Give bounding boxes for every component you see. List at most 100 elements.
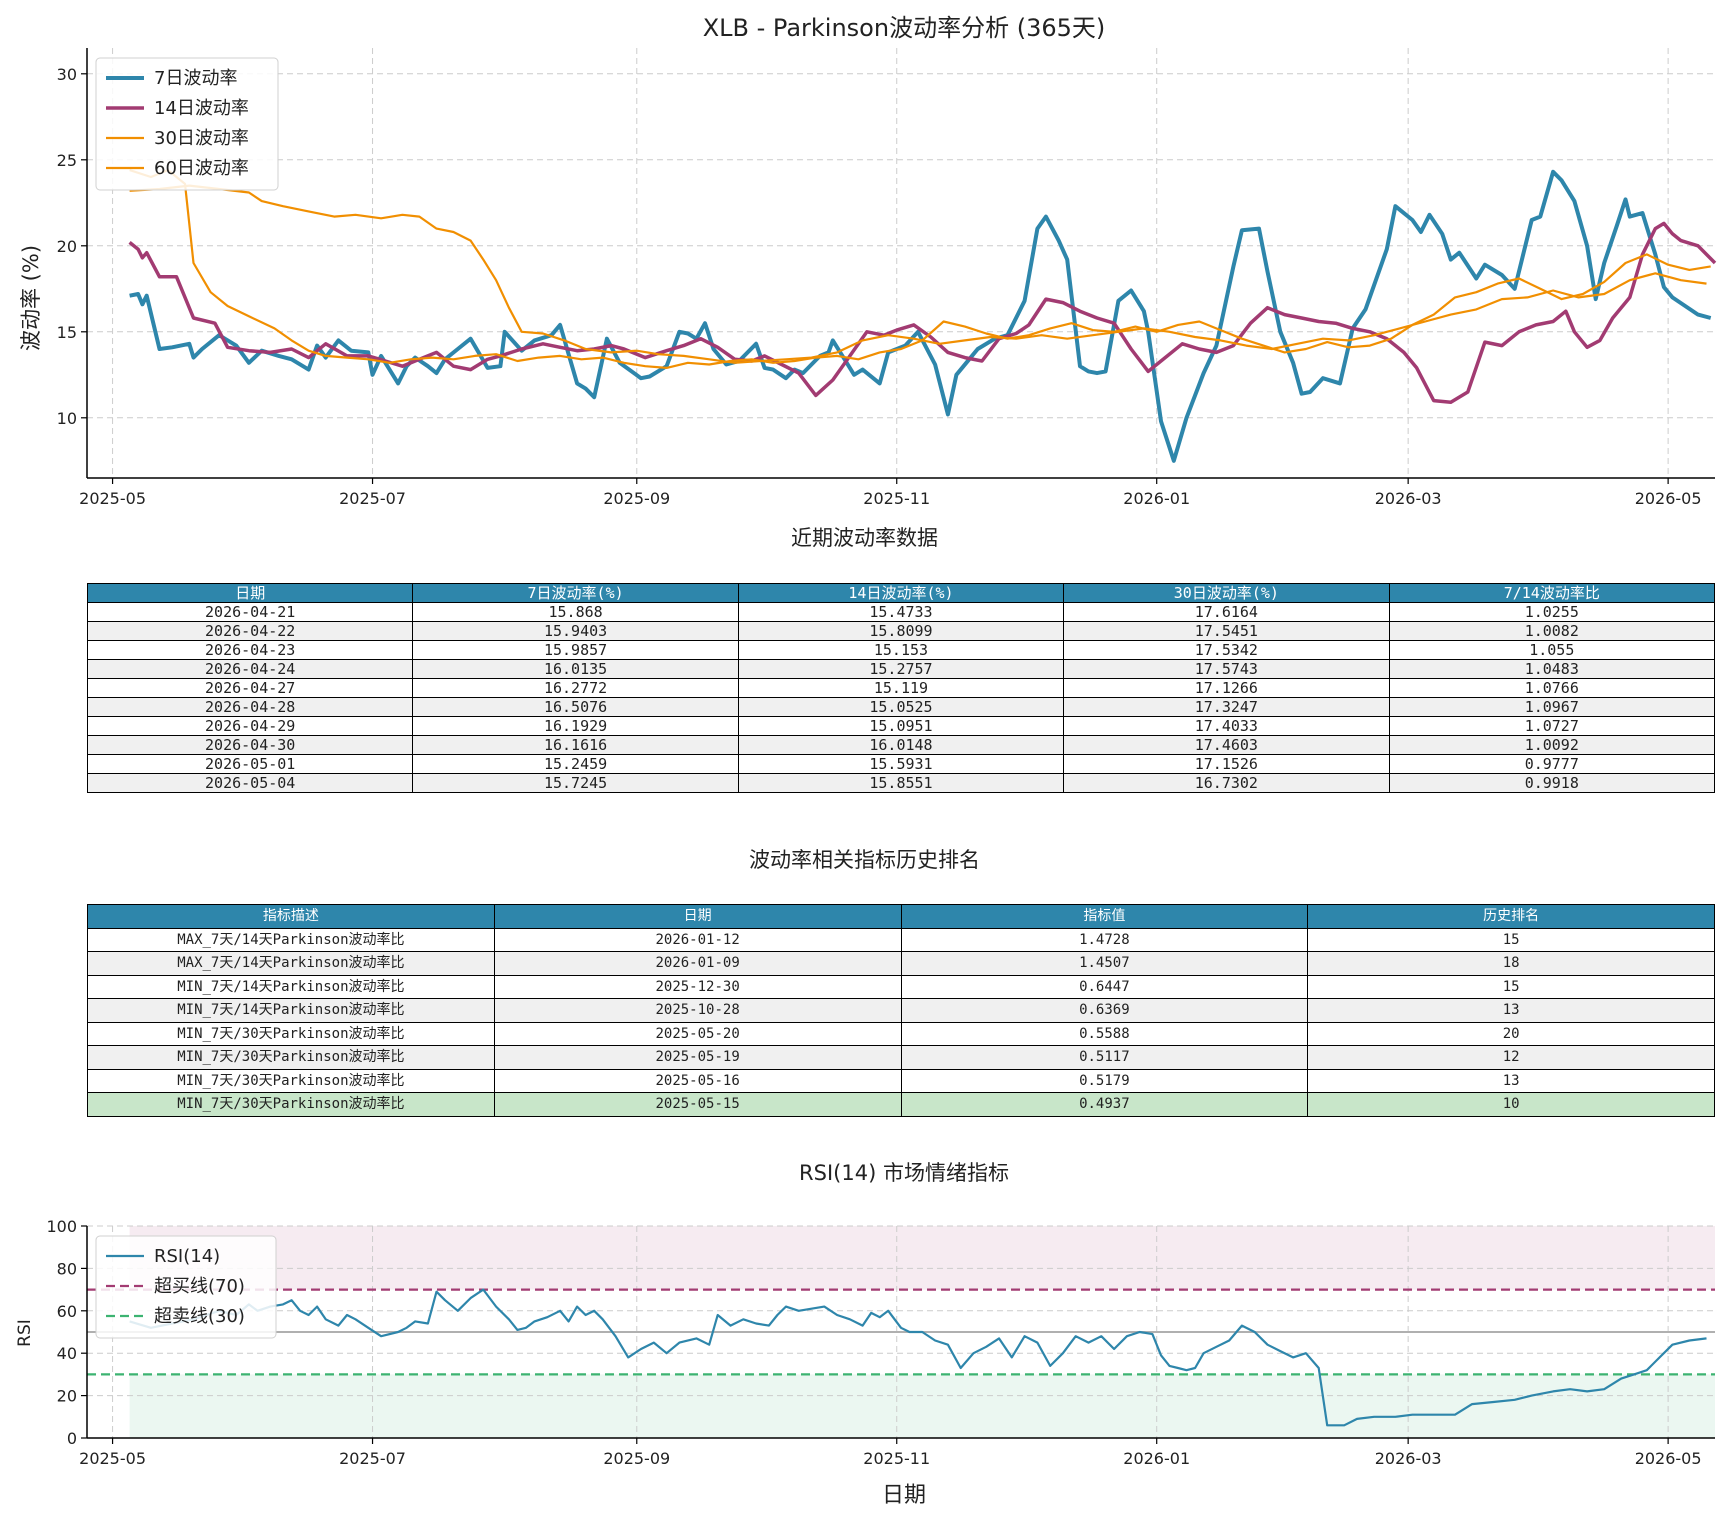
table-cell: 16.0148 bbox=[737, 735, 1065, 755]
recent-volatility-table: 日期 7日波动率(%) 14日波动率(%) 30日波动率(%) 7/14波动率比 202… bbox=[86, 583, 1716, 793]
table-cell: 2026-05-04 bbox=[86, 773, 414, 793]
x-tick-label: 2025-11 bbox=[863, 489, 930, 508]
x-tick-label: 2026-03 bbox=[1375, 1449, 1442, 1468]
table-cell: 15.5931 bbox=[737, 754, 1065, 774]
table-cell: 15.119 bbox=[737, 678, 1065, 698]
legend-label: 7日波动率 bbox=[154, 68, 237, 89]
table-cell: 2026-05-01 bbox=[86, 754, 414, 774]
legend-label: 超买线(70) bbox=[154, 1276, 245, 1297]
table-cell: 2025-05-20 bbox=[493, 1021, 902, 1046]
table-cell: 17.4603 bbox=[1063, 735, 1390, 755]
table-cell: 1.055 bbox=[1388, 640, 1716, 660]
table-cell: MIN_7天/14天Parkinson波动率比 bbox=[87, 974, 495, 999]
table-cell: 17.1266 bbox=[1063, 678, 1390, 698]
table-cell: 2026-04-21 bbox=[86, 602, 414, 622]
table-row: 2026-04-27 16.2772 15.119 17.1266 1.0766 bbox=[86, 678, 1716, 698]
table-cell: MAX_7天/14天Parkinson波动率比 bbox=[87, 951, 495, 976]
table-cell: 15.4733 bbox=[737, 602, 1065, 622]
y-tick-label: 0 bbox=[67, 1429, 77, 1448]
table-cell: 0.9777 bbox=[1388, 754, 1716, 774]
column-header: 7/14波动率比 bbox=[1388, 583, 1716, 603]
table-cell: 2025-05-15 bbox=[493, 1092, 902, 1117]
table-row: 2026-04-23 15.9857 15.153 17.5342 1.055 bbox=[86, 640, 1716, 660]
legend-label: 超卖线(30) bbox=[154, 1306, 245, 1327]
table-cell: 15.0951 bbox=[737, 716, 1065, 736]
table-cell: 16.0135 bbox=[412, 659, 739, 679]
table-cell: 2026-01-09 bbox=[493, 951, 902, 976]
table-cell: 15.9857 bbox=[412, 640, 739, 660]
x-tick-label: 2025-05 bbox=[79, 489, 146, 508]
table-cell: 2026-04-22 bbox=[86, 621, 414, 641]
series-line-rsi bbox=[129, 1288, 1707, 1427]
table-cell: 17.5342 bbox=[1063, 640, 1390, 660]
x-tick-label: 2026-05 bbox=[1635, 1449, 1702, 1468]
table-cell: 13 bbox=[1307, 1068, 1715, 1093]
table-cell: MIN_7天/30天Parkinson波动率比 bbox=[87, 1045, 495, 1070]
oversold-zone bbox=[129, 1374, 1715, 1438]
column-header: 指标值 bbox=[900, 904, 1309, 929]
x-tick-label: 2026-03 bbox=[1375, 489, 1442, 508]
table-cell: 20 bbox=[1307, 1021, 1715, 1046]
series-group bbox=[87, 1288, 1715, 1427]
table-cell: MAX_7天/14天Parkinson波动率比 bbox=[87, 927, 495, 952]
table-row: 2026-04-28 16.5076 15.0525 17.3247 1.0967 bbox=[86, 697, 1716, 717]
table-cell: 17.6164 bbox=[1063, 602, 1390, 622]
table-cell: 2026-04-28 bbox=[86, 697, 414, 717]
table-cell: MIN_7天/30天Parkinson波动率比 bbox=[87, 1021, 495, 1046]
table-cell: 1.4507 bbox=[900, 951, 1309, 976]
table-cell: 15 bbox=[1307, 927, 1715, 952]
table-cell: 15.2459 bbox=[412, 754, 739, 774]
table-cell: 17.3247 bbox=[1063, 697, 1390, 717]
table-cell: 1.0255 bbox=[1388, 602, 1716, 622]
table-cell: 17.5451 bbox=[1063, 621, 1390, 641]
x-tick-label: 2025-09 bbox=[603, 489, 670, 508]
table-cell: 16.1929 bbox=[412, 716, 739, 736]
y-tick-label: 30 bbox=[57, 65, 77, 84]
rank-table-title: 波动率相关指标历史排名 bbox=[749, 848, 980, 872]
rsi-chart: RSI(14) 市场情绪指标 2025-05 2025-07 2025-09 2025… bbox=[15, 1161, 1715, 1508]
x-tick-label: 2025-07 bbox=[339, 1449, 406, 1468]
legend-label: 14日波动率 bbox=[154, 98, 249, 119]
legend: 7日波动率 14日波动率 30日波动率 60日波动率 bbox=[95, 57, 279, 191]
axes: 2025-05 2025-07 2025-09 2025-11 2026-01 2026-… bbox=[46, 1217, 1715, 1468]
table-cell: 17.4033 bbox=[1063, 716, 1390, 736]
y-tick-label: 100 bbox=[46, 1217, 77, 1236]
table-cell: 16.1616 bbox=[412, 735, 739, 755]
legend: RSI(14) 超买线(70) 超卖线(30) bbox=[95, 1235, 277, 1339]
table-cell: MIN_7天/30天Parkinson波动率比 bbox=[87, 1068, 495, 1093]
x-tick-label: 2025-09 bbox=[603, 1449, 670, 1468]
table-cell: 10 bbox=[1307, 1092, 1715, 1117]
column-header: 日期 bbox=[493, 904, 902, 929]
y-tick-label: 25 bbox=[57, 151, 77, 170]
table-cell: 2026-04-30 bbox=[86, 735, 414, 755]
table-header-row: 日期 7日波动率(%) 14日波动率(%) 30日波动率(%) 7/14波动率比 bbox=[86, 583, 1716, 603]
x-tick-label: 2025-05 bbox=[79, 1449, 146, 1468]
y-tick-label: 15 bbox=[57, 323, 77, 342]
table-cell: 0.5117 bbox=[900, 1045, 1309, 1070]
y-tick-label: 40 bbox=[57, 1344, 77, 1363]
rsi-chart-title: RSI(14) 市场情绪指标 bbox=[799, 1161, 1009, 1185]
table-cell: 2025-10-28 bbox=[493, 998, 902, 1023]
table-row: MIN_7天/14天Parkinson波动率比 2025-10-28 0.6369 1… bbox=[87, 998, 1715, 1023]
x-tick-label: 2026-05 bbox=[1635, 489, 1702, 508]
table-row: 2026-04-21 15.868 15.4733 17.6164 1.0255 bbox=[86, 602, 1716, 622]
table-cell: 12 bbox=[1307, 1045, 1715, 1070]
table-cell: 17.1526 bbox=[1063, 754, 1390, 774]
y-tick-label: 60 bbox=[57, 1302, 77, 1321]
table-row: MIN_7天/30天Parkinson波动率比 2025-05-16 0.5179 1… bbox=[87, 1068, 1715, 1093]
legend-label: RSI(14) bbox=[154, 1246, 220, 1267]
series-group bbox=[128, 169, 1717, 463]
table-row: 2026-04-24 16.0135 15.2757 17.5743 1.0483 bbox=[86, 659, 1716, 679]
table-cell: 15 bbox=[1307, 974, 1715, 999]
column-header: 日期 bbox=[86, 583, 414, 603]
y-axis-label: RSI bbox=[15, 1319, 35, 1347]
table-cell: 2025-05-19 bbox=[493, 1045, 902, 1070]
table-cell: 0.9918 bbox=[1388, 773, 1716, 793]
column-header: 14日波动率(%) bbox=[737, 583, 1065, 603]
history-ranking-table: 指标描述 日期 指标值 历史排名 MAX_7天/14天Parkinson波动率比 202… bbox=[87, 904, 1715, 1117]
volatility-chart: XLB - Parkinson波动率分析 (365天) 2025-05 2025-… bbox=[19, 14, 1717, 508]
table-cell: 2026-04-24 bbox=[86, 659, 414, 679]
table-cell: 16.5076 bbox=[412, 697, 739, 717]
y-tick-label: 10 bbox=[57, 409, 77, 428]
x-tick-label: 2026-01 bbox=[1123, 489, 1190, 508]
